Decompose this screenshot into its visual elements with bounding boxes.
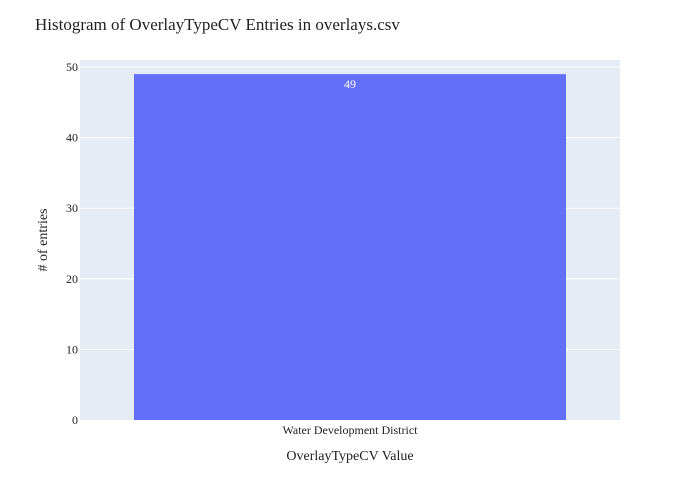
x-axis-title: OverlayTypeCV Value (286, 449, 413, 464)
bar-data-label: 49 (344, 77, 356, 91)
bar-data-labels: 49 (344, 77, 356, 91)
y-tick-label: 10 (66, 342, 78, 356)
bar (134, 74, 566, 420)
y-tick-labels: 0 10 20 30 40 50 (66, 60, 78, 427)
y-tick-label: 0 (72, 413, 78, 427)
y-tick-label: 20 (66, 272, 78, 286)
y-tick-label: 40 (66, 131, 78, 145)
chart-title: Histogram of OverlayTypeCV Entries in ov… (35, 15, 400, 34)
x-tick-label: Water Development District (283, 423, 419, 437)
bars (134, 74, 566, 420)
y-axis-title: # of entries (36, 209, 51, 272)
y-tick-label: 30 (66, 201, 78, 215)
y-tick-label: 50 (66, 60, 78, 74)
x-tick-labels: Water Development District (283, 423, 419, 437)
